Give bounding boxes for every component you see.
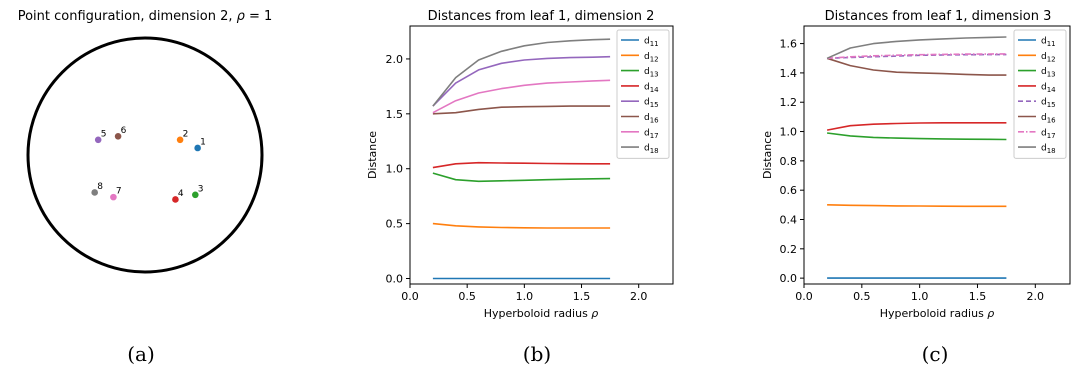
chart-c-series-d17 [827, 53, 1007, 60]
panel-a: Point configuration, dimension 2, ρ = 1 … [18, 9, 273, 274]
chart-b-series-d15 [432, 55, 611, 107]
point-label-2: 2 [183, 129, 189, 139]
chart-c-series-d13 [827, 132, 1007, 141]
point-5 [94, 136, 102, 144]
chart-b-xtick-label: 0.5 [458, 290, 476, 303]
chart-c-xtick-label: 0.0 [795, 290, 813, 303]
chart-c-series-d18 [826, 36, 1007, 60]
point-label-4: 4 [178, 189, 184, 199]
chart-c-series-d16 [826, 57, 1007, 76]
chart-b-legend-box [616, 29, 670, 159]
chart-b-xtick-label: 1.0 [516, 290, 534, 303]
chart-b-series-d16 [432, 105, 611, 115]
chart-b-series-d12 [432, 222, 611, 229]
point-2 [176, 136, 184, 144]
chart-b-legend-entry-d15: d15 [644, 98, 659, 110]
chart-c-title: Distances from leaf 1, dimension 3 [825, 9, 1052, 24]
caption-c: (c) [922, 342, 949, 366]
chart-b-xtick-label: 2.0 [630, 290, 648, 303]
point-3 [192, 191, 199, 199]
chart-b-ytick-label: 1.5 [386, 108, 404, 121]
chart-c-series-d14 [826, 122, 1007, 131]
point-label-8: 8 [97, 182, 103, 192]
chart-c-legend-box [1013, 29, 1067, 159]
chart-b-series-d18 [432, 38, 611, 107]
chart-c-legend-entry-d17: d17 [1041, 128, 1056, 140]
chart-b-ytick-label: 0.0 [386, 273, 404, 286]
point-1 [194, 144, 201, 152]
chart-c-ytick-label: 1.2 [780, 96, 798, 109]
panel-a-title: Point configuration, dimension 2, ρ = 1 [18, 9, 273, 24]
chart-c-xlabel: Hyperboloid radius ρ [880, 307, 995, 320]
panel-b: Distances from leaf 1, dimension 2 0.0 0.… [366, 9, 674, 320]
chart-b-ytick-label: 2.0 [386, 53, 404, 66]
chart-b-xlabel: Hyperboloid radius ρ [484, 307, 599, 320]
chart-c-ytick-label: 1.6 [780, 38, 798, 51]
chart-c-legend-entry-d15: d15 [1041, 98, 1056, 110]
chart-b-legend-entry-d13: d13 [644, 67, 659, 79]
chart-c-legend: d11 d12 d13 d14 d15 d16 d17 d18 [1013, 29, 1067, 159]
chart-c-xtick-label: 2.0 [1027, 290, 1045, 303]
point-8 [91, 189, 98, 196]
caption-b: (b) [523, 342, 551, 366]
chart-b-title: Distances from leaf 1, dimension 2 [428, 9, 655, 24]
chart-c-legend-entry-d14: d14 [1041, 82, 1056, 94]
chart-c-ytick-label: 0.8 [780, 155, 798, 168]
chart-c-axes: 0.0 0.5 1.0 1.5 2.0 0.0 0.2 0.4 0.6 0.8 1.0 1.2 1.4 1… [780, 38, 1045, 303]
point-label-6: 6 [121, 126, 127, 136]
chart-c-ytick-label: 1.0 [780, 126, 798, 139]
chart-c-ytick-label: 0.6 [780, 184, 798, 197]
boundary-circle [26, 36, 264, 274]
point-4 [172, 196, 179, 203]
chart-c-ylabel: Distance [761, 131, 774, 179]
point-label-1: 1 [200, 137, 206, 147]
point-label-7: 7 [116, 187, 122, 197]
point-set: 1 2 3 4 5 6 7 8 [91, 126, 206, 203]
point-7 [110, 193, 117, 201]
chart-b-legend-entry-d11: d11 [644, 37, 659, 49]
chart-c-ytick-label: 0.2 [780, 243, 798, 256]
chart-b-legend-entry-d16: d16 [644, 113, 659, 125]
chart-b-legend-entry-d14: d14 [644, 82, 659, 94]
chart-c-series-d12 [827, 204, 1007, 208]
point-label-3: 3 [198, 184, 204, 194]
point-6 [114, 132, 122, 140]
chart-c-legend-entry-d16: d16 [1041, 113, 1056, 125]
chart-b-axes: 0.0 0.5 1.0 1.5 2.0 0.0 0.5 1.0 1.5 2.0 [386, 53, 648, 303]
chart-c-legend-entry-d11: d11 [1041, 37, 1056, 49]
chart-c-legend-entry-d12: d12 [1041, 52, 1056, 64]
chart-b-legend-entry-d17: d17 [644, 128, 659, 140]
chart-b-ylabel: Distance [366, 131, 379, 179]
chart-c-ytick-label: 0.0 [780, 272, 798, 285]
chart-c-legend-entry-d18: d18 [1041, 144, 1056, 156]
chart-b-series-d13 [432, 172, 611, 183]
panel-c: Distances from leaf 1, dimension 3 0.0 0.… [761, 9, 1071, 320]
chart-c-xtick-label: 1.5 [969, 290, 987, 303]
chart-b-ytick-label: 0.5 [386, 218, 404, 231]
chart-c-legend-entry-d13: d13 [1041, 67, 1056, 79]
chart-b-legend: d11 d12 d13 d14 d15 d16 d17 d18 [616, 29, 670, 159]
chart-c-ytick-label: 0.4 [780, 214, 798, 227]
chart-b-ytick-label: 1.0 [386, 163, 404, 176]
chart-b-xtick-label: 1.5 [573, 290, 591, 303]
chart-b-legend-entry-d18: d18 [644, 144, 659, 156]
chart-b-legend-entry-d12: d12 [644, 52, 659, 64]
chart-c-xtick-label: 1.0 [911, 290, 929, 303]
chart-c-xtick-label: 0.5 [853, 290, 871, 303]
chart-b-series-d14 [432, 161, 611, 169]
chart-b-series-d17 [432, 79, 611, 114]
chart-c-ytick-label: 1.4 [780, 67, 798, 80]
chart-b-series [432, 38, 611, 280]
point-label-5: 5 [101, 129, 107, 139]
chart-c-series [826, 36, 1007, 279]
chart-b-xtick-label: 0.0 [401, 290, 419, 303]
caption-a: (a) [127, 342, 155, 366]
